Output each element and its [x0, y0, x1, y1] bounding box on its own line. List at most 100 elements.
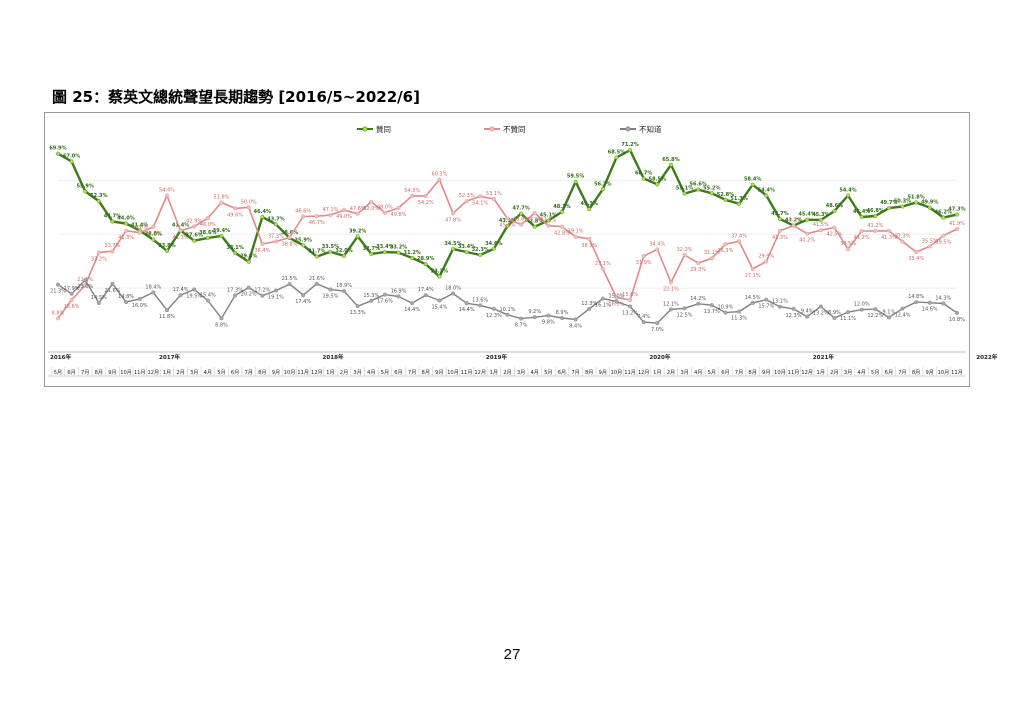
- data-point: [587, 207, 592, 212]
- data-label: 14.4%: [459, 307, 475, 313]
- data-point: [491, 196, 496, 201]
- data-point: [600, 267, 605, 272]
- data-label: 38.6%: [281, 230, 298, 236]
- data-point: [437, 274, 442, 279]
- data-point: [818, 228, 823, 233]
- data-label: 15.3%: [363, 293, 379, 299]
- x-tick-label-month: 9月: [599, 369, 608, 376]
- data-point: [69, 297, 74, 302]
- data-label: 55.9%: [77, 183, 94, 189]
- data-label: 8.8%: [215, 322, 228, 328]
- data-point: [96, 199, 101, 204]
- data-label: 21.3%: [50, 289, 66, 295]
- data-label: 11.3%: [731, 316, 747, 322]
- data-point: [696, 301, 701, 306]
- data-label: 54.3%: [404, 188, 420, 194]
- data-label: 68.5%: [608, 150, 625, 156]
- data-point: [451, 247, 456, 252]
- data-label: 20.2%: [241, 292, 257, 298]
- x-tick-label-month: 2月: [503, 369, 512, 376]
- data-label: 13.2%: [622, 310, 638, 316]
- data-label: 9.2%: [528, 309, 541, 315]
- data-point: [587, 306, 592, 311]
- x-tick-label-month: 4月: [367, 369, 376, 376]
- data-label: 49.6%: [227, 212, 243, 218]
- data-point: [301, 293, 306, 298]
- data-point: [273, 239, 278, 244]
- data-point: [668, 280, 673, 285]
- page-number: 27: [503, 646, 521, 663]
- data-point: [355, 211, 360, 216]
- data-label: 42.8%: [554, 231, 570, 237]
- data-point: [859, 229, 864, 234]
- data-point: [205, 298, 210, 303]
- data-point: [655, 182, 660, 187]
- data-label: 37.6%: [186, 233, 203, 239]
- data-point: [655, 247, 660, 252]
- data-label: 18.9%: [336, 283, 352, 289]
- x-tick-label-month: 9月: [435, 369, 444, 376]
- x-tick-label-month: 7月: [81, 369, 90, 376]
- data-point: [927, 205, 932, 210]
- data-label: 54.4%: [159, 187, 175, 193]
- data-point: [151, 224, 156, 229]
- data-label: 38.3%: [581, 243, 597, 249]
- x-tick-label-month: 10月: [611, 369, 623, 376]
- data-label: 43.2%: [540, 218, 556, 224]
- x-tick-label-month: 6月: [231, 369, 240, 376]
- x-tick-label-month: 6月: [721, 369, 730, 376]
- data-point: [791, 223, 796, 228]
- data-label: 37.4%: [731, 233, 747, 239]
- data-label: 8.8%: [52, 310, 65, 316]
- data-point: [764, 297, 769, 302]
- data-label: 40.6%: [132, 225, 148, 231]
- data-point: [219, 233, 224, 238]
- x-tick-label-month: 5月: [54, 369, 63, 376]
- data-point: [56, 151, 61, 156]
- data-label: 34.6%: [485, 241, 502, 247]
- data-label: 31.7%: [308, 249, 325, 255]
- data-label: 41.3%: [173, 235, 189, 241]
- data-point: [750, 300, 755, 305]
- data-label: 27.1%: [595, 261, 611, 267]
- data-point: [96, 250, 101, 255]
- data-point: [219, 316, 224, 321]
- data-label: 21.6%: [105, 288, 121, 294]
- x-tick-label-year: 2022年: [976, 353, 998, 361]
- data-point: [124, 221, 129, 226]
- x-tick-label-month: 8月: [95, 369, 104, 376]
- data-label: 17.6%: [377, 299, 393, 305]
- data-point: [464, 199, 469, 204]
- data-label: 47.9%: [527, 217, 543, 223]
- data-label: 22.1%: [663, 286, 679, 292]
- data-label: 17.4%: [173, 287, 189, 293]
- data-label: 41.3%: [118, 235, 134, 241]
- data-label: 15.6%: [64, 304, 80, 310]
- data-point: [192, 224, 197, 229]
- data-label: 13.7%: [704, 309, 720, 315]
- x-tick-label-month: 8月: [422, 369, 431, 376]
- x-tick-label-month: 12月: [801, 369, 813, 376]
- data-label: 31.1%: [704, 250, 720, 256]
- data-label: 56.7%: [594, 181, 611, 187]
- data-point: [369, 251, 374, 256]
- data-label: 45.1%: [540, 213, 557, 219]
- data-label: 14.2%: [690, 296, 706, 302]
- data-label: 47.1%: [322, 207, 338, 213]
- x-tick-label-month: 3月: [190, 369, 199, 376]
- data-label: 14.4%: [404, 307, 420, 313]
- data-label: 53.1%: [486, 191, 502, 197]
- data-point: [805, 217, 810, 222]
- data-point: [164, 248, 169, 253]
- x-tick-label-month: 11月: [134, 369, 146, 376]
- data-point: [437, 177, 442, 182]
- data-point: [559, 316, 564, 321]
- data-point: [900, 306, 905, 311]
- data-point: [56, 316, 61, 321]
- data-point: [914, 300, 919, 305]
- data-label: 16.0%: [132, 303, 148, 309]
- data-point: [233, 250, 238, 255]
- data-point: [246, 205, 251, 210]
- x-tick-label-month: 11月: [624, 369, 636, 376]
- data-point: [846, 310, 851, 315]
